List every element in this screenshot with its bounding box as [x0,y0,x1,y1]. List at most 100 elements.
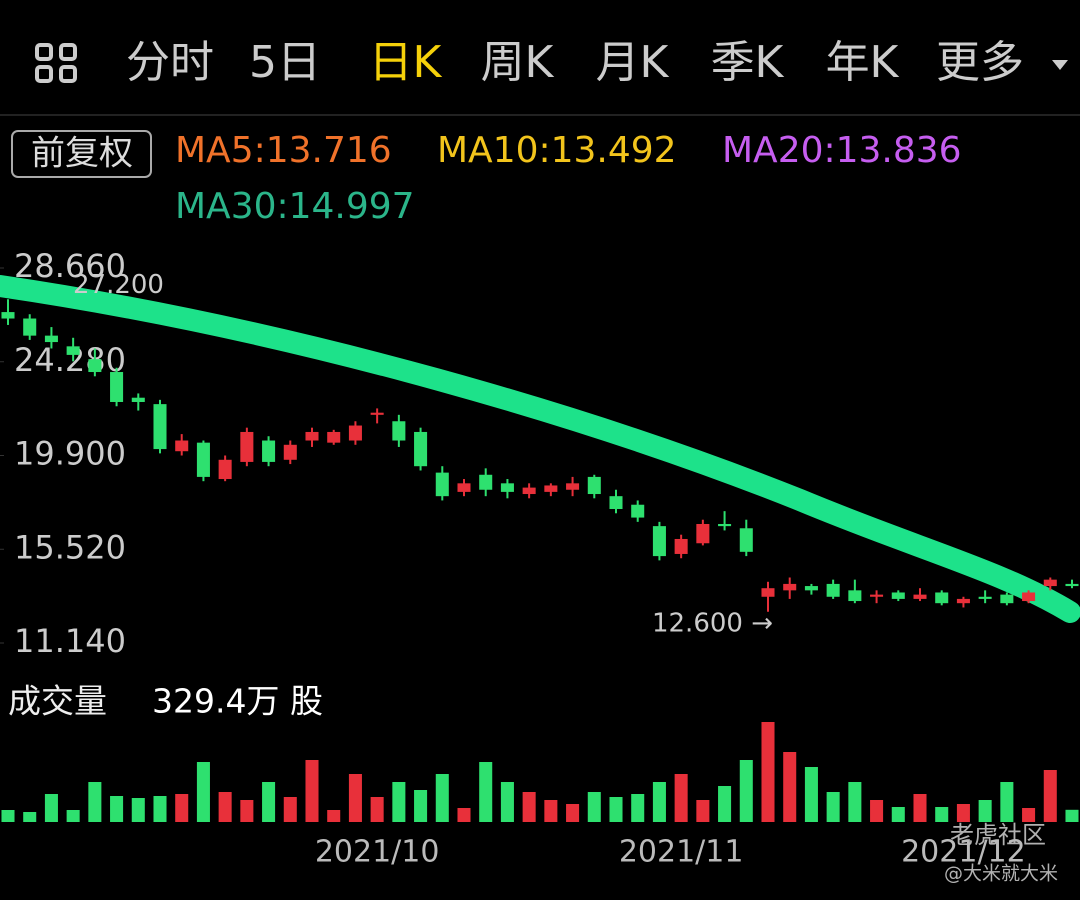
candle-body [870,594,884,597]
volume-bar [305,760,319,822]
candle-body [609,496,623,510]
candle-body [566,483,580,490]
price-annotation: 27.200 [73,270,164,300]
volume-bar [674,774,688,822]
price-annotation: 12.600 → [652,608,773,638]
candle-body [457,483,471,492]
candle-body [66,346,80,355]
volume-bar [652,782,666,822]
volume-bar [348,774,362,822]
volume-bar [23,812,37,822]
volume-bar [739,760,753,822]
ma-label: MA20:13.836 [722,130,962,171]
candle-body [348,425,362,441]
volume-title: 成交量 [8,682,107,721]
x-tick-label: 2021/11 [619,835,744,870]
candle-body [804,586,818,591]
period-tab[interactable]: 季K [711,37,785,88]
candle-body [500,483,514,492]
candle-body [1043,579,1057,587]
candle-body [240,431,254,462]
volume-bar [131,798,145,822]
candle-body [479,474,493,490]
candle-body [414,431,428,467]
candle-body [44,335,58,343]
candle-body [1022,592,1036,602]
candle-body [435,472,449,497]
candle-body [761,588,775,597]
ma-label: MA10:13.492 [437,130,677,171]
volume-bar [1022,808,1036,822]
ma-label: MA30:14.997 [175,186,415,227]
volume-bar [913,794,927,822]
candle-body [783,583,797,591]
candle-body [327,431,341,443]
candle-body [218,459,232,480]
volume-bar [153,796,167,822]
volume-bar [978,800,992,822]
volume-bar [1,810,15,822]
volume-bar [240,800,254,822]
period-tab[interactable]: 月K [596,37,670,88]
volume-bar [44,794,58,822]
candle-body [175,440,189,452]
candle-body [88,359,102,373]
candle-body [913,594,927,599]
candle-body [522,487,536,495]
candle-body [674,538,688,554]
watermark-author: @大米就大米 [944,863,1058,885]
more-tab[interactable]: 更多 [936,37,1024,88]
volume-bar [218,792,232,822]
candle-body [110,372,124,402]
volume-bar [66,810,80,822]
candle-body [935,592,949,604]
volume-bar [522,792,536,822]
y-tick-label: 11.140 [14,622,126,660]
volume-bar [88,782,102,822]
volume-bar [392,782,406,822]
candle-body [587,476,601,495]
period-tab[interactable]: 年K [826,37,900,88]
candle-body [131,397,145,402]
volume-bar [283,797,297,822]
adjust-label[interactable]: 前复权 [31,134,133,174]
volume-bar [826,792,840,822]
watermark-brand: 老虎社区 [950,821,1046,849]
candle-body [739,528,753,552]
dropdown-arrow[interactable] [1052,60,1068,70]
period-tab[interactable]: 5日 [249,37,321,88]
volume-current: 329.4万 股 [152,682,323,721]
volume-bar [587,792,601,822]
volume-bar [718,786,732,822]
volume-bar [110,796,124,822]
volume-bar [1000,782,1014,822]
period-tab[interactable]: 日K [369,37,443,88]
adjust-box[interactable] [11,130,152,178]
candle-body [1,312,15,319]
y-tick-label: 19.900 [14,435,126,473]
volume-bar [761,722,775,822]
candle-body [978,596,992,599]
candle-body [23,318,37,336]
candle-body [696,523,710,544]
volume-bar [370,797,384,822]
grid-icon[interactable] [35,43,77,83]
candle-body [652,526,666,557]
candle-body [370,412,384,415]
volume-bar [696,800,710,822]
volume-bar [1043,770,1057,822]
candle-body [392,421,406,441]
period-tab[interactable]: 分时 [126,37,214,88]
volume-bar [435,774,449,822]
period-tab[interactable]: 周K [481,37,555,88]
candle-body [631,504,645,518]
volume-bar [566,804,580,822]
volume-bar [891,807,905,822]
candle-body [544,485,558,492]
volume-bar [870,800,884,822]
ma-label: MA5:13.716 [175,130,392,171]
volume-bar [457,808,471,822]
volume-bar [631,794,645,822]
candle-body [1000,594,1014,604]
